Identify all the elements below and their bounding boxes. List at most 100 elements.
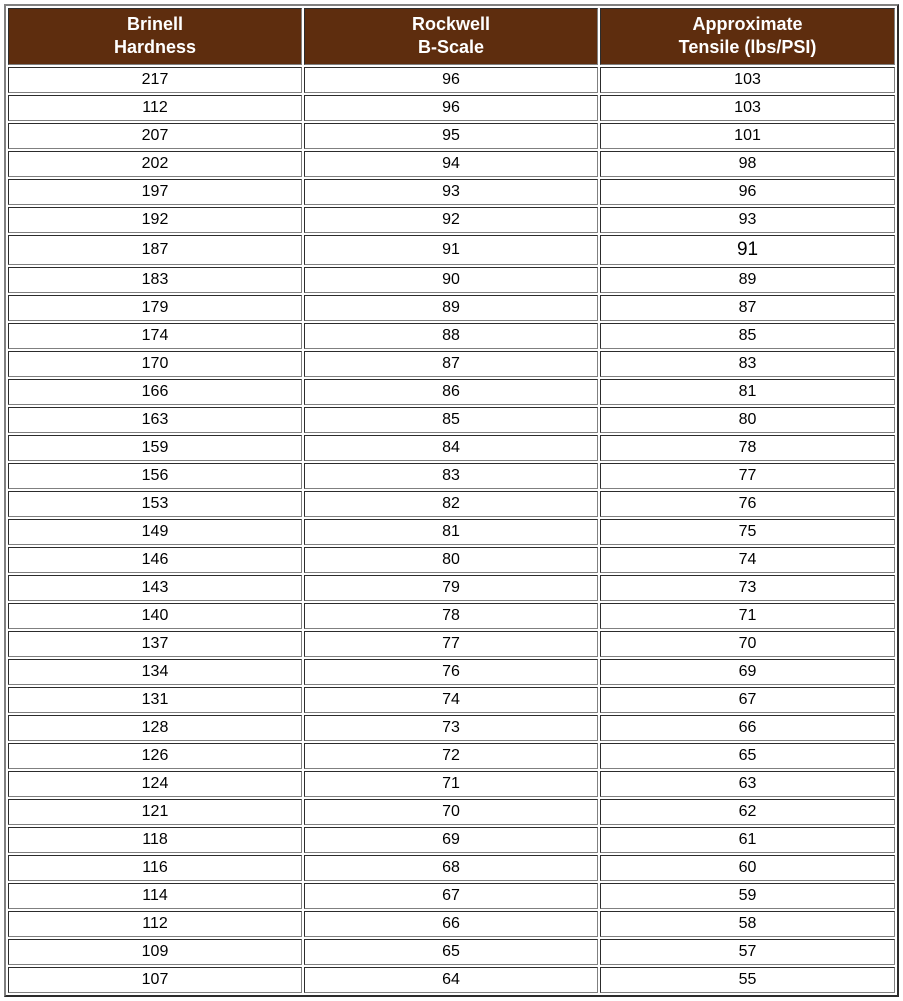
table-row: 1879191 [8, 235, 895, 265]
table-row: 1839089 [8, 267, 895, 293]
table-row: 1267265 [8, 743, 895, 769]
cell-tensile: 77 [600, 463, 895, 489]
cell-tensile: 57 [600, 939, 895, 965]
cell-rockwell: 65 [304, 939, 598, 965]
cell-rockwell: 80 [304, 547, 598, 573]
cell-rockwell: 67 [304, 883, 598, 909]
cell-rockwell: 90 [304, 267, 598, 293]
table-row: 1538276 [8, 491, 895, 517]
cell-tensile: 74 [600, 547, 895, 573]
cell-brinell: 217 [8, 67, 302, 93]
cell-brinell: 197 [8, 179, 302, 205]
table-row: 1708783 [8, 351, 895, 377]
cell-brinell: 112 [8, 95, 302, 121]
cell-brinell: 156 [8, 463, 302, 489]
cell-tensile: 55 [600, 967, 895, 993]
table-row: 1568377 [8, 463, 895, 489]
cell-brinell: 166 [8, 379, 302, 405]
cell-rockwell: 83 [304, 463, 598, 489]
table-row: 1407871 [8, 603, 895, 629]
table-row: 21796103 [8, 67, 895, 93]
cell-rockwell: 85 [304, 407, 598, 433]
cell-brinell: 146 [8, 547, 302, 573]
cell-brinell: 121 [8, 799, 302, 825]
cell-brinell: 149 [8, 519, 302, 545]
table-row: 1166860 [8, 855, 895, 881]
table-row: 1668681 [8, 379, 895, 405]
cell-rockwell: 96 [304, 67, 598, 93]
table-header: Brinell Hardness Rockwell B-Scale Approx… [8, 8, 895, 65]
table-row: 1598478 [8, 435, 895, 461]
header-brinell-line1: Brinell [127, 14, 183, 34]
cell-rockwell: 78 [304, 603, 598, 629]
table-row: 1979396 [8, 179, 895, 205]
cell-tensile: 76 [600, 491, 895, 517]
cell-tensile: 67 [600, 687, 895, 713]
cell-brinell: 118 [8, 827, 302, 853]
cell-rockwell: 68 [304, 855, 598, 881]
header-brinell-line2: Hardness [114, 37, 196, 57]
table-row: 20795101 [8, 123, 895, 149]
header-rockwell: Rockwell B-Scale [304, 8, 598, 65]
header-row: Brinell Hardness Rockwell B-Scale Approx… [8, 8, 895, 65]
cell-rockwell: 70 [304, 799, 598, 825]
header-tensile-line2: Tensile (lbs/PSI) [679, 37, 817, 57]
cell-rockwell: 92 [304, 207, 598, 233]
cell-rockwell: 87 [304, 351, 598, 377]
cell-brinell: 128 [8, 715, 302, 741]
table-row: 1498175 [8, 519, 895, 545]
cell-rockwell: 96 [304, 95, 598, 121]
cell-brinell: 207 [8, 123, 302, 149]
cell-brinell: 179 [8, 295, 302, 321]
cell-tensile: 80 [600, 407, 895, 433]
table-row: 1247163 [8, 771, 895, 797]
cell-rockwell: 94 [304, 151, 598, 177]
cell-tensile: 58 [600, 911, 895, 937]
cell-rockwell: 72 [304, 743, 598, 769]
cell-rockwell: 74 [304, 687, 598, 713]
cell-rockwell: 76 [304, 659, 598, 685]
cell-rockwell: 79 [304, 575, 598, 601]
cell-tensile: 81 [600, 379, 895, 405]
cell-tensile: 70 [600, 631, 895, 657]
cell-rockwell: 82 [304, 491, 598, 517]
table-row: 1287366 [8, 715, 895, 741]
header-rockwell-line1: Rockwell [412, 14, 490, 34]
cell-tensile: 61 [600, 827, 895, 853]
cell-brinell: 124 [8, 771, 302, 797]
cell-brinell: 143 [8, 575, 302, 601]
table-row: 1929293 [8, 207, 895, 233]
cell-brinell: 126 [8, 743, 302, 769]
cell-brinell: 107 [8, 967, 302, 993]
cell-brinell: 202 [8, 151, 302, 177]
cell-brinell: 170 [8, 351, 302, 377]
cell-tensile: 73 [600, 575, 895, 601]
cell-brinell: 140 [8, 603, 302, 629]
cell-rockwell: 71 [304, 771, 598, 797]
cell-rockwell: 81 [304, 519, 598, 545]
cell-rockwell: 93 [304, 179, 598, 205]
table-row: 1146759 [8, 883, 895, 909]
cell-tensile: 96 [600, 179, 895, 205]
header-brinell: Brinell Hardness [8, 8, 302, 65]
cell-tensile: 85 [600, 323, 895, 349]
cell-tensile: 101 [600, 123, 895, 149]
cell-tensile: 60 [600, 855, 895, 881]
cell-brinell: 109 [8, 939, 302, 965]
cell-rockwell: 86 [304, 379, 598, 405]
cell-tensile: 65 [600, 743, 895, 769]
cell-rockwell: 91 [304, 235, 598, 265]
cell-rockwell: 88 [304, 323, 598, 349]
cell-brinell: 183 [8, 267, 302, 293]
hardness-conversion-table: Brinell Hardness Rockwell B-Scale Approx… [4, 4, 899, 997]
table-row: 1377770 [8, 631, 895, 657]
cell-tensile: 75 [600, 519, 895, 545]
cell-brinell: 192 [8, 207, 302, 233]
table-body: 2179610311296103207951012029498197939619… [8, 67, 895, 993]
cell-brinell: 116 [8, 855, 302, 881]
cell-tensile: 98 [600, 151, 895, 177]
cell-rockwell: 89 [304, 295, 598, 321]
cell-tensile: 69 [600, 659, 895, 685]
cell-tensile: 83 [600, 351, 895, 377]
cell-tensile: 87 [600, 295, 895, 321]
